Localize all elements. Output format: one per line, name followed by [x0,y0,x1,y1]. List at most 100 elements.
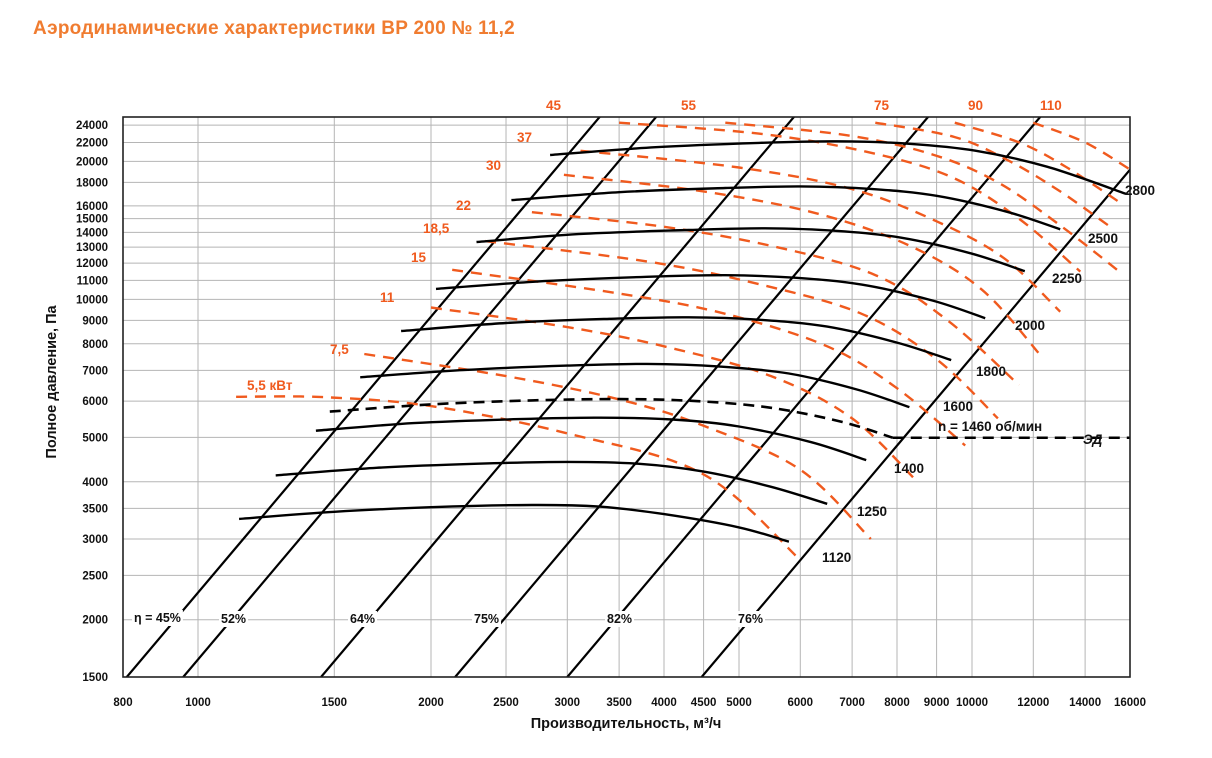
speed-label: 1120 [822,550,851,565]
y-axis-label: Полное давление, Па [44,304,60,458]
efficiency-label-bg [348,611,378,627]
y-tick-label: 4000 [82,477,108,489]
speed-curves [239,140,1127,543]
x-tick-label: 800 [113,697,132,709]
speed-label: 1800 [976,364,1006,379]
x-tick-label: 16000 [1114,697,1146,709]
x-tick-label: 8000 [884,697,910,709]
power-label: 11 [380,290,395,305]
power-label: 55 [681,98,697,113]
y-tick-label: 7000 [82,365,108,377]
speed-curve [401,316,952,362]
y-tick-label: 15000 [76,214,108,226]
efficiency-label: 64% [350,612,375,626]
power-label: 18,5 [423,221,450,236]
y-tick-label: 13000 [76,242,108,254]
x-axis-label: Производительность, м³/ч [531,716,722,732]
power-line [619,121,1082,273]
speed-curve [239,503,790,543]
x-tick-labels: 800 1000 1500 2000 2500 3000 3500 4000 4500 5000 6… [113,697,1146,709]
y-tick-label: 10000 [76,294,108,306]
speed-label: 1600 [943,399,973,414]
efficiency-lines [125,117,1130,677]
efficiency-line [566,117,1042,677]
efficiency-label: 82% [607,612,632,626]
motor-curve-line [329,397,894,440]
speed-curve [550,140,1127,195]
efficiency-label: 76% [738,612,763,626]
x-tick-label: 5000 [726,697,752,709]
x-tick-label: 1000 [185,697,211,709]
speed-label: 2800 [1125,183,1155,198]
x-tick-label: 6000 [788,697,814,709]
power-label: 15 [411,250,427,265]
x-tick-label: 2000 [418,697,444,709]
efficiency-label-bg [472,611,502,627]
speed-curve [360,362,910,409]
x-tick-label: 12000 [1017,697,1049,709]
motor-label: ЭД [1083,432,1103,447]
power-label: 5,5 кВт [247,378,293,393]
y-tick-label: 11000 [77,275,108,287]
power-line [236,395,802,561]
power-line [580,149,1062,313]
power-line [725,121,1121,273]
efficiency-line [320,117,796,677]
power-line [485,239,999,420]
efficiency-line [125,117,602,677]
power-line [531,211,1020,386]
efficiency-label-bg [132,610,183,626]
motor-curve [329,397,1130,440]
page-title: Аэродинамические характеристики ВР 200 №… [33,18,515,39]
speed-curve [435,273,986,320]
power-line [364,352,872,540]
x-tick-label: 2500 [493,697,519,709]
speed-curve [275,460,828,505]
y-tick-label: 5000 [82,432,108,444]
x-tick-label: 10000 [956,697,988,709]
power-label: 45 [546,98,562,113]
speed-curve [315,416,867,462]
y-tick-label: 24000 [76,120,108,132]
y-tick-label: 1500 [82,672,108,684]
power-line [875,121,1109,227]
y-tick-label: 3000 [82,534,108,546]
power-line [954,121,1120,204]
x-tick-label: 7000 [839,697,865,709]
power-line [563,173,1043,358]
x-tick-label: 4000 [651,697,677,709]
efficiency-label-bg [219,611,249,627]
speed-curve [511,185,1061,231]
y-tick-label: 12000 [76,258,108,270]
power-lines [236,121,1131,561]
y-tick-label: 14000 [76,227,108,239]
speed-curve [476,227,1026,273]
x-tick-label: 3500 [606,697,632,709]
x-tick-label: 14000 [1069,697,1101,709]
y-tick-label: 18000 [76,177,108,189]
efficiency-label: 75% [474,612,499,626]
power-label: 37 [517,130,532,145]
efficiency-line [182,117,658,677]
plot-frame [122,116,1131,678]
efficiency-label-bg [605,611,635,627]
y-tick-label: 6000 [82,396,108,408]
power-line [430,306,919,483]
curve-labels: η = 45% 52% 64% 75% 82% 76% 5,5 кВт 7,5 11 15 18,5… [132,98,1155,627]
y-tick-label: 8000 [82,339,108,351]
grid [122,117,1131,678]
power-label: 30 [486,158,501,173]
y-tick-label: 9000 [82,315,108,327]
y-tick-label: 3500 [82,503,108,515]
y-tick-label: 20000 [76,156,108,168]
speed-label: 1400 [894,461,924,476]
y-tick-label: 2500 [82,570,108,582]
speed-label: 2500 [1088,231,1118,246]
x-tick-label: 3000 [555,697,581,709]
power-label: 7,5 [330,342,349,357]
x-tick-label: 9000 [924,697,950,709]
efficiency-label-bg [736,611,766,627]
motor-speed-label: n = 1460 об/мин [938,419,1042,434]
power-line [1032,121,1131,171]
